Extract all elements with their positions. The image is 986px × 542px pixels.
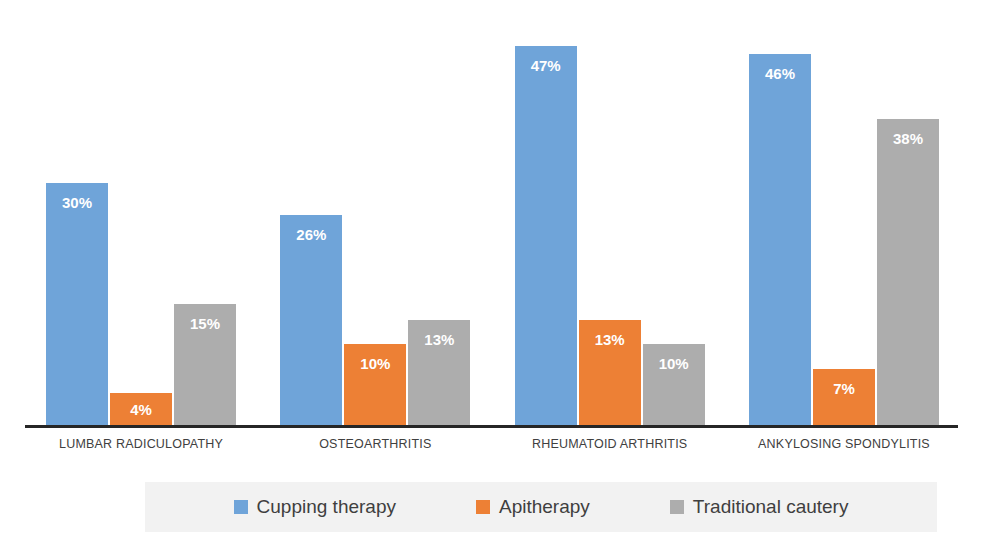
bar-group-ankylosing-spondylitis: 46% 7% 38% — [749, 54, 939, 425]
grouped-bar-chart: 30%4%15%26%10%13%47%13%10%46%7%38% LUMBA… — [0, 0, 986, 542]
legend-swatch-icon — [670, 500, 684, 514]
legend-item-traditional-cautery: Traditional cautery — [670, 496, 849, 518]
x-axis-labels: LUMBAR RADICULOPATHY OSTEOARTHRITIS RHEUMA… — [25, 437, 958, 451]
legend-swatch-icon — [234, 500, 248, 514]
value-label: 47% — [515, 57, 577, 74]
legend: Cupping therapy Apitherapy Traditional cau… — [145, 482, 937, 532]
value-label: 4% — [110, 401, 172, 418]
category-label-osteoarthritis: OSTEOARTHRITIS — [280, 437, 470, 451]
bar-apitherapy: 10% — [344, 344, 406, 425]
value-label: 13% — [408, 331, 470, 348]
bar-traditional-cautery: 15% — [174, 304, 236, 425]
category-label-ankylosing-spondylitis: ANKYLOSING SPONDYLITIS — [749, 437, 939, 451]
value-label: 10% — [344, 355, 406, 372]
legend-label: Cupping therapy — [257, 496, 396, 518]
bar-cupping-therapy: 46% — [749, 54, 811, 425]
value-label: 13% — [579, 331, 641, 348]
bar-cupping-therapy: 30% — [46, 183, 108, 425]
bar-traditional-cautery: 13% — [408, 320, 470, 425]
bar-group-lumbar-radiculopathy: 30% 4% 15% — [46, 183, 236, 425]
legend-swatch-icon — [476, 500, 490, 514]
value-label: 10% — [643, 355, 705, 372]
legend-item-cupping-therapy: Cupping therapy — [234, 496, 396, 518]
legend-label: Apitherapy — [499, 496, 590, 518]
bar-cupping-therapy: 26% — [280, 215, 342, 425]
value-label: 38% — [877, 130, 939, 147]
bar-group-rheumatoid-arthritis: 47% 13%10% — [515, 46, 705, 425]
value-label: 15% — [174, 315, 236, 332]
bar-apitherapy: 7% — [813, 369, 875, 425]
category-label-lumbar-radiculopathy: LUMBAR RADICULOPATHY — [46, 437, 236, 451]
plot-area: 30%4%15%26%10%13%47%13%10%46%7%38% — [25, 49, 958, 428]
legend-label: Traditional cautery — [693, 496, 849, 518]
legend-item-apitherapy: Apitherapy — [476, 496, 590, 518]
bar-traditional-cautery: 10% — [643, 344, 705, 425]
value-label: 26% — [280, 226, 342, 243]
value-label: 7% — [813, 380, 875, 397]
bar-group-osteoarthritis: 26% 10%13% — [280, 215, 470, 425]
bar-apitherapy: 4% — [110, 393, 172, 425]
value-label: 30% — [46, 194, 108, 211]
value-label: 46% — [749, 65, 811, 82]
category-label-rheumatoid-arthritis: RHEUMATOID ARTHRITIS — [515, 437, 705, 451]
bar-apitherapy: 13% — [579, 320, 641, 425]
bar-traditional-cautery: 38% — [877, 119, 939, 425]
bar-cupping-therapy: 47% — [515, 46, 577, 425]
